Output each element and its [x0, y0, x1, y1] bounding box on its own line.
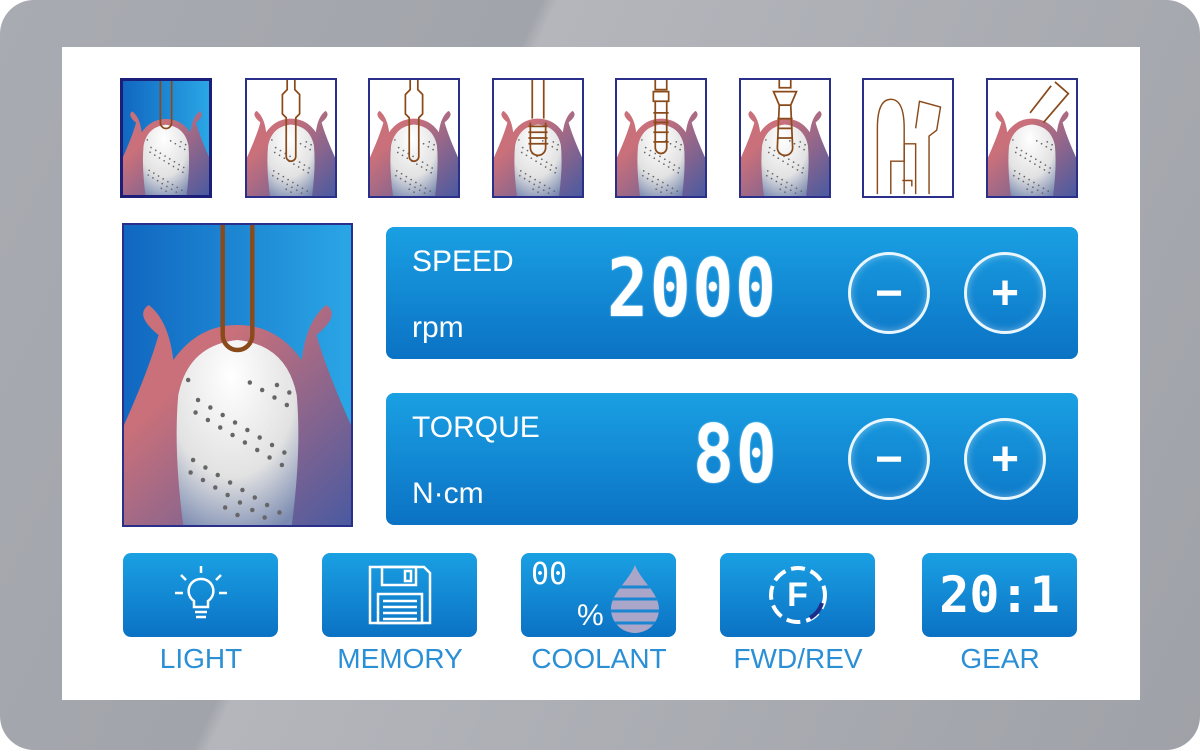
- direction-value: F: [787, 575, 808, 614]
- lightbulb-icon: [174, 566, 227, 619]
- speed-decrease-button[interactable]: −: [848, 252, 930, 334]
- torque-label: TORQUE: [412, 411, 540, 444]
- speed-panel: SPEED rpm 2000 − +: [386, 227, 1078, 359]
- step-thumbnail-tap[interactable]: [492, 78, 584, 198]
- coolant-value: 00: [531, 557, 568, 592]
- torque-value: 80: [692, 408, 778, 501]
- step-thumbnail-irrigation[interactable]: [986, 78, 1078, 198]
- coolant-button[interactable]: 00 %: [521, 553, 676, 637]
- memory-label: MEMORY: [337, 643, 463, 674]
- step-thumbnail-pilot-drill[interactable]: [245, 78, 337, 198]
- gear-label: GEAR: [960, 643, 1040, 674]
- torque-panel: TORQUE N·cm 80 − +: [386, 393, 1078, 525]
- floppy-disk-icon: [368, 565, 431, 625]
- speed-value: 2000: [607, 242, 778, 335]
- step-thumbnail-gum-opening[interactable]: [120, 78, 212, 198]
- memory-button[interactable]: [322, 553, 477, 637]
- coolant-label: COOLANT: [531, 643, 667, 674]
- torque-decrease-button[interactable]: −: [848, 418, 930, 500]
- torque-increase-button[interactable]: +: [964, 418, 1046, 500]
- direction-circle-icon: [768, 566, 827, 624]
- step-thumbnail-twist-drill[interactable]: [368, 78, 460, 198]
- water-drop-icon: [611, 565, 659, 633]
- light-button[interactable]: [123, 553, 278, 637]
- light-label: LIGHT: [159, 643, 243, 674]
- speed-increase-button[interactable]: +: [964, 252, 1046, 334]
- speed-label: SPEED: [412, 245, 514, 278]
- step-thumbnail-prosthetic-tools[interactable]: [862, 78, 954, 198]
- fwd-rev-button[interactable]: F: [720, 553, 875, 637]
- speed-unit: rpm: [412, 311, 464, 344]
- step-thumbnail-implant-placement[interactable]: [615, 78, 707, 198]
- fwd-rev-label: FWD/REV: [733, 643, 863, 674]
- gear-button[interactable]: 20:1: [922, 553, 1077, 637]
- current-step-illustration: [122, 223, 353, 527]
- gear-value: 20:1: [939, 566, 1060, 624]
- torque-unit: N·cm: [412, 477, 484, 510]
- step-thumbnail-abutment[interactable]: [739, 78, 831, 198]
- coolant-unit: %: [577, 599, 604, 632]
